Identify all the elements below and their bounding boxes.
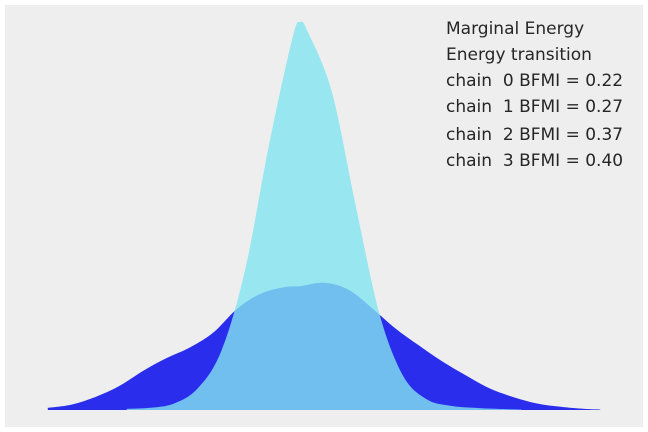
legend-entry-marginal-energy: Marginal Energy xyxy=(446,19,584,39)
legend-entry-energy-transition: Energy transition xyxy=(446,45,592,65)
series-layer xyxy=(47,21,601,410)
density-area-energy-transition xyxy=(126,21,522,410)
legend-entry-chain-2-bfmi: chain 2 BFMI = 0.37 xyxy=(446,125,623,145)
legend-entry-chain-3-bfmi: chain 3 BFMI = 0.40 xyxy=(446,151,623,171)
legend-entry-chain-1-bfmi: chain 1 BFMI = 0.27 xyxy=(446,97,623,117)
legend: Marginal Energy Energy transition chain … xyxy=(446,19,623,171)
legend-entry-chain-0-bfmi: chain 0 BFMI = 0.22 xyxy=(446,71,623,91)
